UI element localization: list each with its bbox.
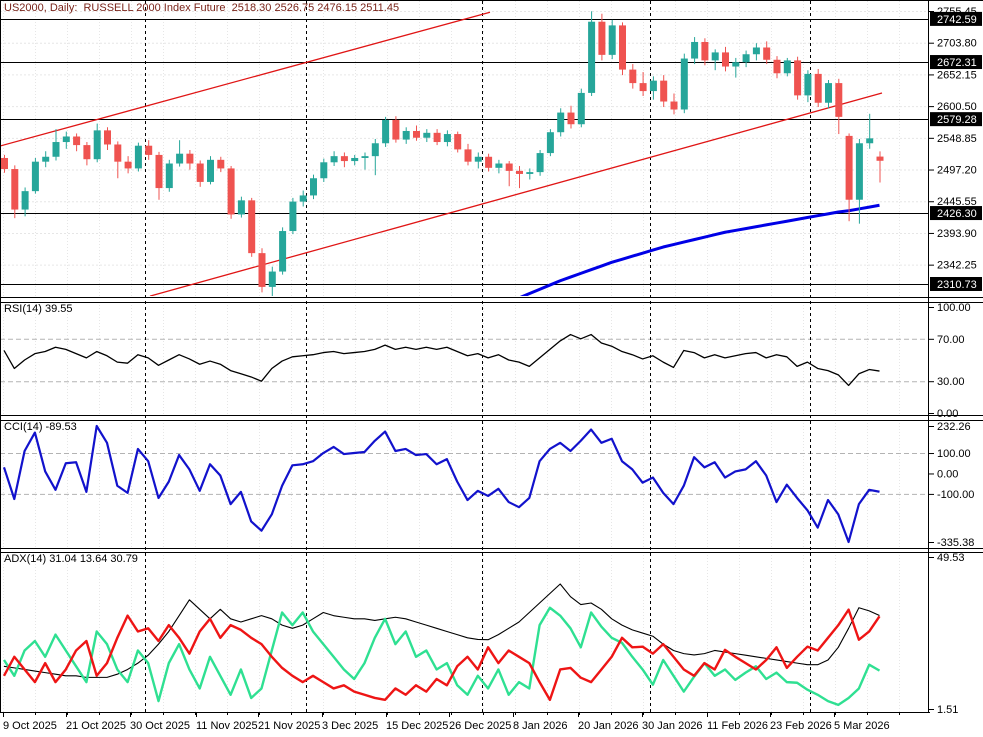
svg-text:2600.50: 2600.50 <box>937 101 977 113</box>
svg-text:100.00: 100.00 <box>937 302 971 314</box>
svg-text:0.00: 0.00 <box>937 468 958 480</box>
svg-text:2342.25: 2342.25 <box>937 260 977 272</box>
adx-lines <box>2 583 881 707</box>
svg-text:2497.20: 2497.20 <box>937 165 977 177</box>
svg-text:26 Dec 2025: 26 Dec 2025 <box>449 720 511 732</box>
svg-text:2548.85: 2548.85 <box>937 133 977 145</box>
svg-text:3 Dec 2025: 3 Dec 2025 <box>322 720 378 732</box>
date-axis[interactable]: 9 Oct 2025 21 Oct 2025 30 Oct 2025 11 Nov 2… <box>3 712 900 732</box>
svg-text:30.00: 30.00 <box>937 376 965 388</box>
svg-text:49.53: 49.53 <box>937 552 965 564</box>
svg-text:21 Nov 2025: 21 Nov 2025 <box>258 720 320 732</box>
svg-text:2393.90: 2393.90 <box>937 228 977 240</box>
svg-text:9 Oct 2025: 9 Oct 2025 <box>3 720 57 732</box>
svg-text:11 Nov 2025: 11 Nov 2025 <box>196 720 258 732</box>
svg-text:0.00: 0.00 <box>937 408 958 420</box>
svg-text:-100.00: -100.00 <box>937 489 974 501</box>
svg-text:2703.80: 2703.80 <box>937 38 977 50</box>
cci-line <box>2 424 880 544</box>
svg-text:2310.73: 2310.73 <box>937 279 977 291</box>
svg-text:2426.30: 2426.30 <box>937 208 977 220</box>
svg-text:8 Jan 2026: 8 Jan 2026 <box>513 720 567 732</box>
svg-text:23 Feb 2026: 23 Feb 2026 <box>770 720 832 732</box>
svg-text:2652.15: 2652.15 <box>937 69 977 81</box>
svg-text:232.26: 232.26 <box>937 421 971 433</box>
svg-text:-335.38: -335.38 <box>937 537 974 549</box>
svg-text:5 Mar 2026: 5 Mar 2026 <box>834 720 890 732</box>
svg-text:2445.55: 2445.55 <box>937 196 977 208</box>
svg-text:20 Jan 2026: 20 Jan 2026 <box>578 720 639 732</box>
rsi-line <box>3 333 880 387</box>
grid-layer <box>0 1 928 712</box>
price-axis[interactable]: 2755.452703.802652.152600.502548.852497.… <box>929 6 982 716</box>
trendlines[interactable] <box>0 11 883 296</box>
svg-text:100.00: 100.00 <box>937 448 971 460</box>
svg-text:30 Oct 2025: 30 Oct 2025 <box>130 720 190 732</box>
svg-text:1.51: 1.51 <box>937 704 958 716</box>
panel-borders <box>0 0 983 713</box>
moving-average-line <box>519 203 880 296</box>
candlestick-series[interactable] <box>1 11 884 297</box>
svg-text:2672.31: 2672.31 <box>937 57 977 69</box>
svg-text:2579.28: 2579.28 <box>937 114 977 126</box>
svg-text:21 Oct 2025: 21 Oct 2025 <box>66 720 126 732</box>
svg-text:15 Dec 2025: 15 Dec 2025 <box>386 720 448 732</box>
svg-text:11 Feb 2026: 11 Feb 2026 <box>707 720 768 732</box>
svg-text:30 Jan 2026: 30 Jan 2026 <box>642 720 703 732</box>
svg-text:70.00: 70.00 <box>937 334 965 346</box>
svg-text:2742.59: 2742.59 <box>937 14 977 26</box>
